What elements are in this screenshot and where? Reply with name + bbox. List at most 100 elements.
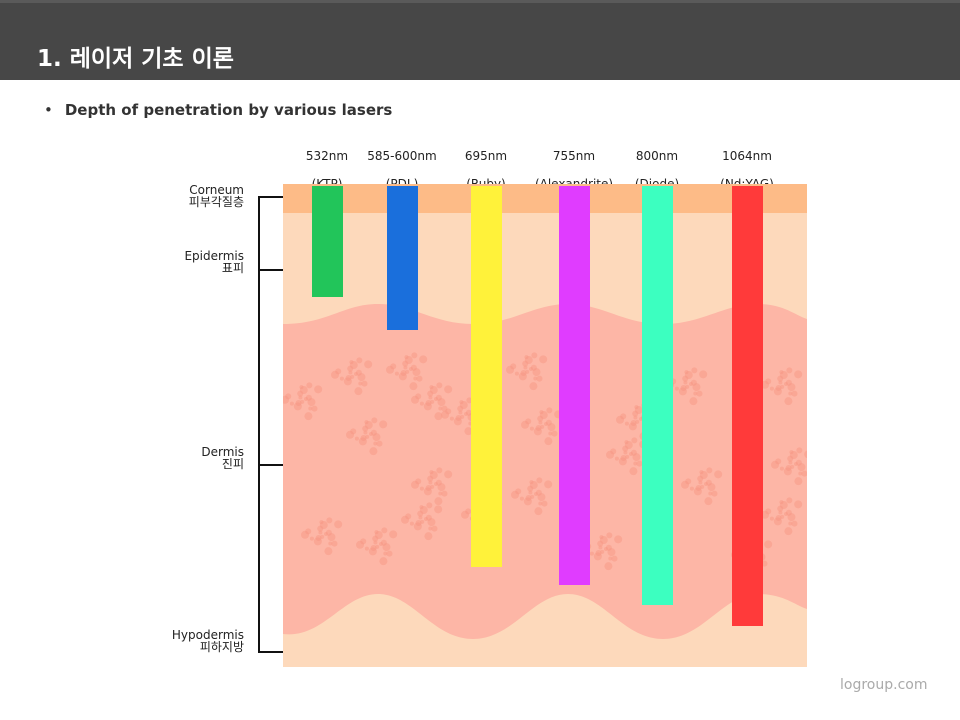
dermis-spot [531, 352, 538, 359]
dermis-spot [418, 515, 423, 520]
layer-label-dermis: Dermis 진피 [201, 445, 244, 471]
dermis-spot [544, 437, 553, 446]
dermis-spot [696, 390, 703, 397]
dermis-spot [786, 497, 793, 504]
dermis-spot [358, 381, 363, 386]
dermis-spot [689, 486, 694, 491]
dermis-spot [791, 520, 798, 527]
dermis-spot [689, 382, 693, 386]
dermis-spot [360, 538, 367, 545]
dermis-spot [606, 450, 615, 459]
dermis-spot [346, 430, 355, 439]
dermis-spot [540, 424, 545, 429]
dermis-spot [430, 484, 435, 489]
dermis-spot [623, 450, 628, 455]
dermis-spot [539, 410, 544, 415]
dermis-spot [523, 365, 528, 370]
dermis-spot [441, 405, 448, 412]
skin-layers [283, 184, 807, 667]
dermis-spot [390, 363, 397, 370]
dermis-spot [632, 453, 641, 462]
dermis-spot [425, 485, 432, 492]
dermis-spot [699, 370, 708, 379]
dermis-spot [434, 412, 443, 421]
dermis-spot [521, 420, 530, 429]
dermis-spot [614, 456, 619, 461]
dermis-spot [533, 376, 538, 381]
dermis-spot [761, 380, 770, 389]
dermis-spot [434, 397, 438, 401]
dermis-spot [534, 507, 543, 516]
laser-bar-1 [387, 186, 418, 330]
dermis-spot [430, 399, 435, 404]
dermis-spot [356, 357, 363, 364]
dermis-spot [285, 393, 292, 400]
dermis-spot [427, 518, 436, 527]
dermis-spot [326, 517, 333, 524]
dermis-spot [765, 378, 772, 385]
dermis-spot [693, 391, 698, 396]
dermis-spot [444, 470, 453, 479]
dermis-spot [306, 382, 313, 389]
dermis-spot [706, 467, 713, 474]
dermis-spot [618, 457, 627, 466]
dermis-spot [438, 491, 443, 496]
dermis-spot [464, 412, 468, 416]
dermis-spot [409, 521, 414, 526]
dermis-spot [608, 556, 613, 561]
dermis-spot [426, 502, 433, 509]
dermis-spot [354, 387, 363, 396]
dermis-spot [380, 539, 387, 546]
dermis-spot [369, 447, 378, 456]
dermis-spot [616, 415, 625, 424]
dermis-spot [386, 365, 395, 374]
dermis-spot [305, 528, 312, 535]
laser-wavelength: 585-600nm [367, 149, 437, 163]
dermis-spot [714, 470, 723, 479]
dermis-spot [328, 541, 333, 546]
dermis-spot [620, 455, 627, 462]
dermis-spot [635, 419, 640, 424]
dermis-spot [441, 410, 450, 419]
dermis-spot [435, 394, 442, 401]
dermis-spot [529, 426, 534, 431]
dermis-spot [305, 394, 312, 401]
dermis-spot [419, 506, 428, 515]
dermis-spot [794, 500, 803, 509]
dermis-spot [364, 546, 369, 551]
dermis-spot [783, 467, 792, 476]
dermis-spot [628, 422, 637, 431]
dermis-spot [778, 380, 783, 385]
dermis-spot [400, 370, 407, 377]
dermis-spot [315, 535, 322, 542]
laser-bar-0 [312, 186, 343, 298]
dermis-spot [780, 384, 785, 389]
dermis-spot [382, 543, 391, 552]
dermis-spot [348, 370, 353, 375]
dermis-spot [589, 551, 594, 556]
dermis-spot [379, 420, 388, 429]
footer-brand: logroup.com [840, 677, 928, 693]
dermis-spot [404, 355, 409, 360]
dermis-spot [459, 400, 464, 405]
dermis-spot [634, 406, 643, 415]
dermis-spot [698, 480, 703, 485]
tick-epidermis [258, 269, 283, 271]
dermis-spot [629, 452, 633, 456]
dermis-spot [779, 371, 788, 380]
dermis-spot [636, 460, 643, 467]
dermis-spot [415, 520, 422, 527]
header-bar: 1. 레이저 기초 이론 [0, 0, 960, 80]
dermis-spot [604, 562, 613, 571]
dermis-spot [313, 537, 322, 546]
dermis-spot [530, 364, 537, 371]
tick-corneum [258, 196, 283, 198]
dermis-spot [598, 545, 603, 550]
dermis-spot [785, 509, 792, 516]
layer-label-epidermis: Epidermis 표피 [184, 249, 244, 275]
dermis-spot [514, 371, 519, 376]
dermis-spot [787, 383, 796, 392]
bullet-marker: • [44, 101, 53, 119]
dermis-spot [314, 385, 323, 394]
dermis-spot [537, 493, 546, 502]
